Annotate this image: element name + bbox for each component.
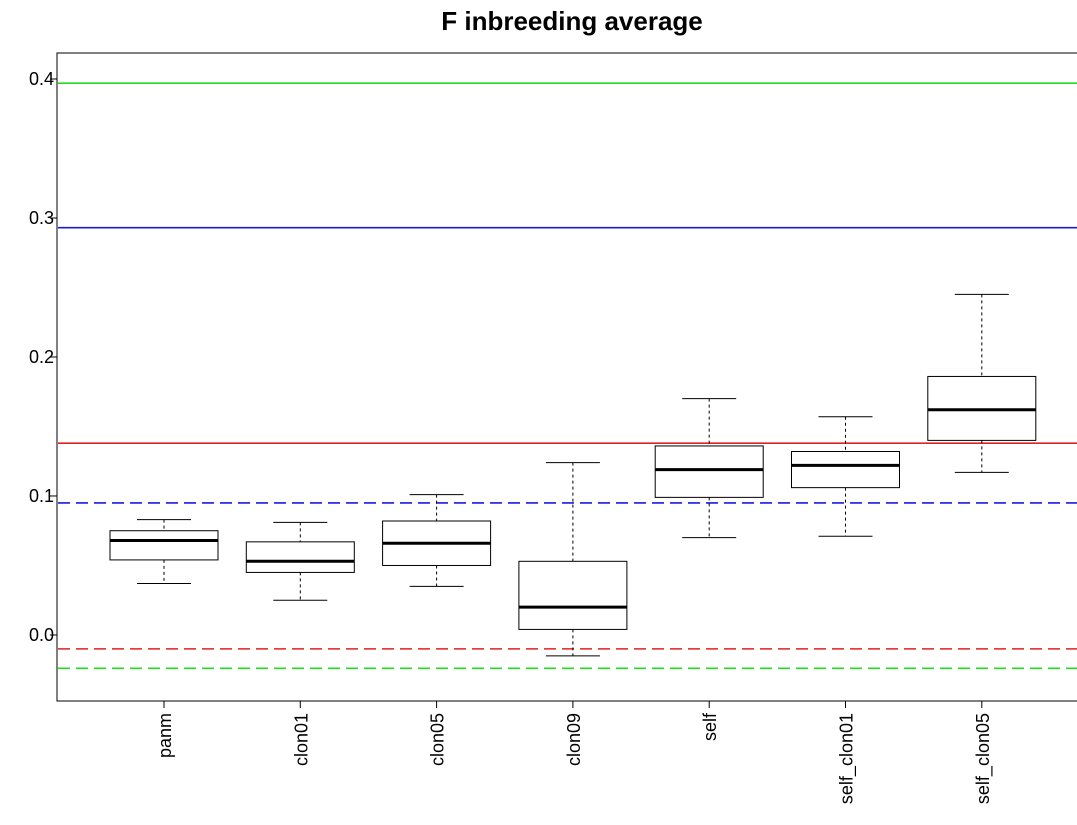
box — [518, 560, 628, 630]
x-tick-label: panm — [155, 713, 175, 758]
box — [109, 530, 219, 561]
x-tick-label: clon01 — [291, 713, 311, 766]
y-tick-label: 0.0 — [29, 625, 54, 645]
y-tick-label: 0.2 — [29, 347, 54, 367]
x-tick-label: clon09 — [564, 713, 584, 766]
y-tick-label: 0.3 — [29, 208, 54, 228]
x-tick-label: clon05 — [428, 713, 448, 766]
box — [791, 451, 900, 489]
box — [654, 445, 764, 498]
x-tick-label: self_clon05 — [973, 713, 994, 804]
plot-frame — [56, 52, 1077, 702]
box — [245, 541, 355, 573]
y-tick-label: 0.4 — [29, 69, 54, 89]
chart-title: F inbreeding average — [441, 6, 703, 36]
y-tick-label: 0.1 — [29, 486, 54, 506]
x-tick-label: self_clon01 — [837, 713, 858, 804]
x-tick-label: self — [700, 712, 720, 741]
